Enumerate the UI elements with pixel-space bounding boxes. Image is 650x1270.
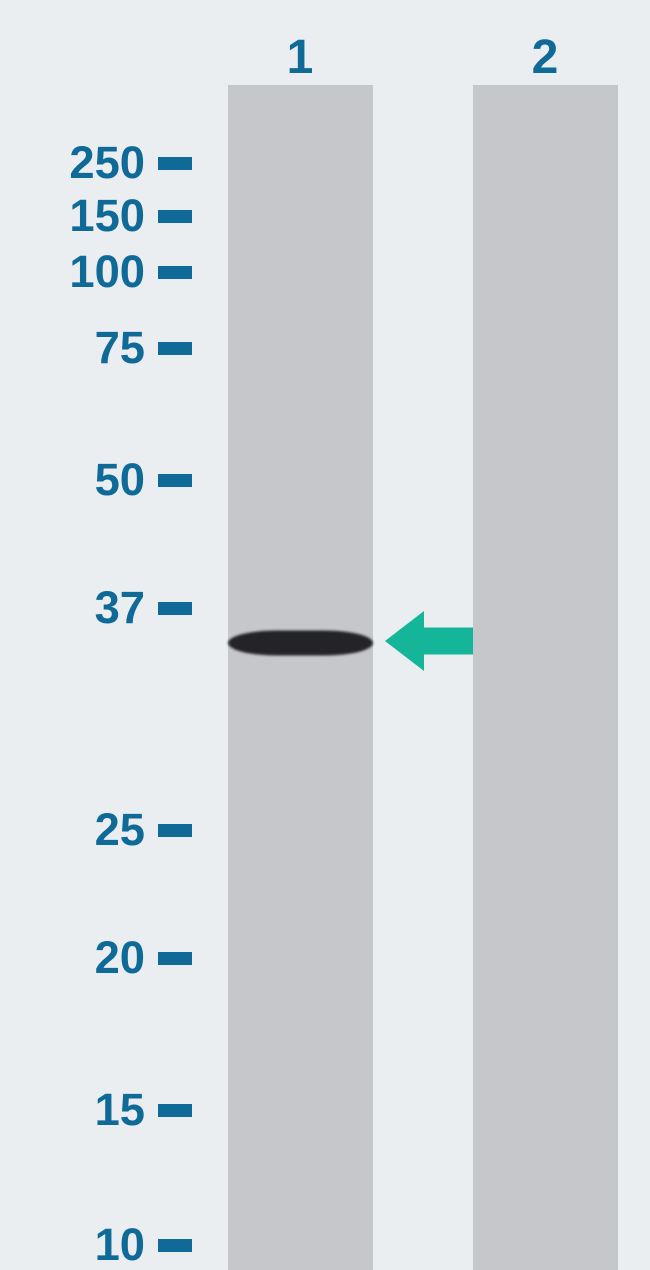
ladder-label: 25 <box>0 804 145 856</box>
ladder-tick <box>158 474 192 487</box>
ladder-marker-25: 25 <box>0 804 192 856</box>
ladder-marker-20: 20 <box>0 932 192 984</box>
ladder-marker-100: 100 <box>0 246 192 298</box>
ladder-tick <box>158 266 192 279</box>
ladder-marker-75: 75 <box>0 322 192 374</box>
ladder-label: 100 <box>0 246 145 298</box>
ladder-label: 10 <box>0 1219 145 1270</box>
ladder-label: 75 <box>0 322 145 374</box>
ladder-marker-150: 150 <box>0 190 192 242</box>
lane-2 <box>473 85 618 1270</box>
ladder-tick <box>158 952 192 965</box>
ladder-marker-50: 50 <box>0 454 192 506</box>
lane-1-header: 1 <box>287 30 314 85</box>
ladder-label: 250 <box>0 137 145 189</box>
ladder-label: 37 <box>0 582 145 634</box>
arrow-left-icon <box>385 611 473 671</box>
ladder-marker-250: 250 <box>0 137 192 189</box>
ladder-marker-10: 10 <box>0 1219 192 1270</box>
ladder-tick <box>158 210 192 223</box>
ladder-tick <box>158 1239 192 1252</box>
ladder-tick <box>158 824 192 837</box>
band-lane-1 <box>228 631 373 656</box>
ladder-label: 50 <box>0 454 145 506</box>
lane-2-header: 2 <box>532 30 559 85</box>
ladder-label: 15 <box>0 1084 145 1136</box>
ladder-marker-15: 15 <box>0 1084 192 1136</box>
ladder-tick <box>158 1104 192 1117</box>
ladder-label: 150 <box>0 190 145 242</box>
lane-1 <box>228 85 373 1270</box>
ladder-marker-37: 37 <box>0 582 192 634</box>
ladder-label: 20 <box>0 932 145 984</box>
ladder-tick <box>158 157 192 170</box>
ladder-tick <box>158 602 192 615</box>
ladder-tick <box>158 342 192 355</box>
